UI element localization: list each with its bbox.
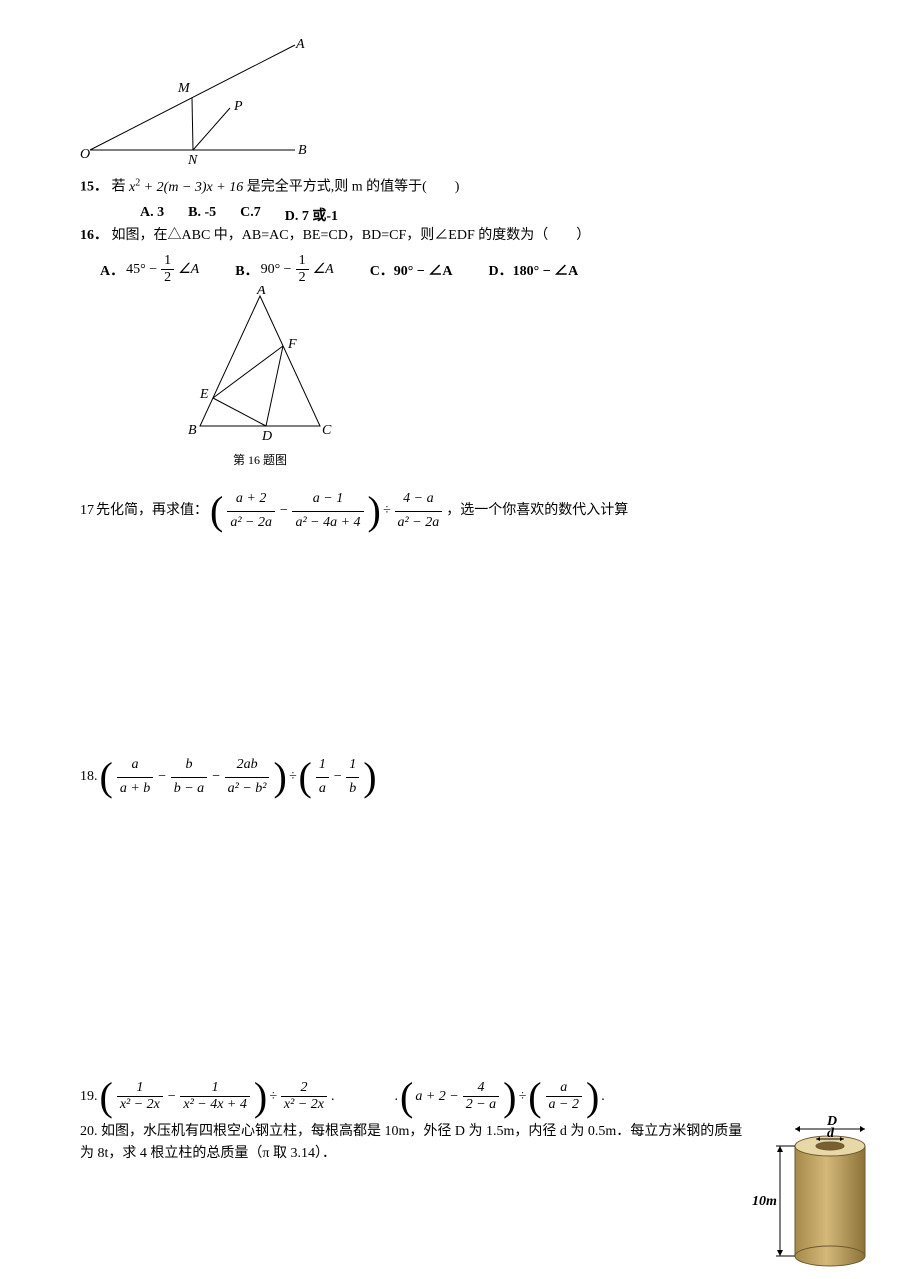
q15-optA: A. 3	[140, 205, 164, 220]
q15-pre: 若	[112, 180, 130, 195]
q17-post: ，选一个你喜欢的数代入计算	[446, 500, 628, 522]
label-N: N	[187, 153, 198, 168]
question-18: 18. ( aa + b − bb − a − 2aba² − b² ) ÷ (…	[80, 754, 840, 800]
q15-options: A. 3 B. -5 C.7 D. 7 或-1	[140, 205, 840, 225]
q16-C: C	[322, 423, 332, 438]
cyl-d: d	[827, 1126, 835, 1141]
q20-text: 如图，水压机有四根空心钢立柱，每根高都是 10m，外径 D 为 1.5m，内径 …	[80, 1124, 742, 1161]
q20-num: 20.	[80, 1124, 98, 1139]
q16-B: B	[188, 423, 197, 438]
q16-stem: 如图，在△ABC 中，AB=AC，BE=CD，BD=CF，则∠EDF 的度数为（…	[112, 228, 591, 243]
q16-A: A	[256, 286, 266, 298]
q19a: 19. ( 1x² − 2x − 1x² − 4x + 4 ) ÷ 2x² − …	[80, 1080, 334, 1113]
q16-num: 16．	[80, 228, 108, 243]
question-19: 19. ( 1x² − 2x − 1x² − 4x + 4 ) ÷ 2x² − …	[80, 1080, 840, 1113]
q16-optB: B． 90° − 12 ∠A	[235, 253, 333, 286]
label-P: P	[233, 99, 243, 114]
label-A: A	[295, 37, 305, 52]
q16-E: E	[199, 387, 209, 402]
question-20: D d 10m 20. 如图，水压机有四根空心钢立柱，每根高都是 10m，外径 …	[80, 1121, 840, 1166]
cyl-h: 10m	[752, 1194, 777, 1209]
question-15: 15． 若 x2 + 2(m − 3)x + 16 是完全平方式,则 m 的值等…	[80, 175, 840, 199]
label-M: M	[177, 81, 191, 96]
q15-sup: 2	[135, 177, 140, 188]
q17-pre: 先化简，再求值：	[96, 500, 208, 522]
q15-num: 15．	[80, 180, 108, 195]
q15-optD: D. 7 或-1	[285, 209, 338, 224]
q15-mid: + 2(m − 3)x + 16	[144, 180, 244, 195]
q16-F: F	[287, 337, 297, 352]
q16-optC: C．90° − ∠A	[370, 260, 453, 280]
q15-optC: C.7	[240, 205, 261, 220]
figure-cylinder: D d 10m	[750, 1111, 880, 1279]
q15-optB: B. -5	[188, 205, 216, 220]
figure-angle-mnp: A B O M N P	[80, 30, 840, 175]
question-16: 16． 如图，在△ABC 中，AB=AC，BE=CD，BD=CF，则∠EDF 的…	[80, 225, 840, 247]
q19b: . ( a + 2 − 42 − a ) ÷ ( aa − 2 ) .	[394, 1080, 604, 1113]
q16-options: A． 45° − 12 ∠A B． 90° − 12 ∠A C．90° − ∠A…	[100, 253, 840, 286]
question-17: 17 先化简，再求值： ( a + 2a² − 2a − a − 1a² − 4…	[80, 488, 840, 534]
q15-post: 是完全平方式,则 m 的值等于( )	[247, 180, 460, 195]
q18-num: 18.	[80, 766, 98, 788]
q16-caption: 第 16 题图	[180, 451, 340, 468]
label-B: B	[298, 143, 307, 158]
figure-q16: A B C D E F 第 16 题图	[180, 286, 840, 468]
q16-optA: A． 45° − 12 ∠A	[100, 253, 199, 286]
q16-optD: D．180° − ∠A	[488, 260, 578, 280]
q17-num: 17	[80, 500, 94, 522]
label-O: O	[80, 147, 90, 162]
q16-D: D	[261, 429, 272, 444]
